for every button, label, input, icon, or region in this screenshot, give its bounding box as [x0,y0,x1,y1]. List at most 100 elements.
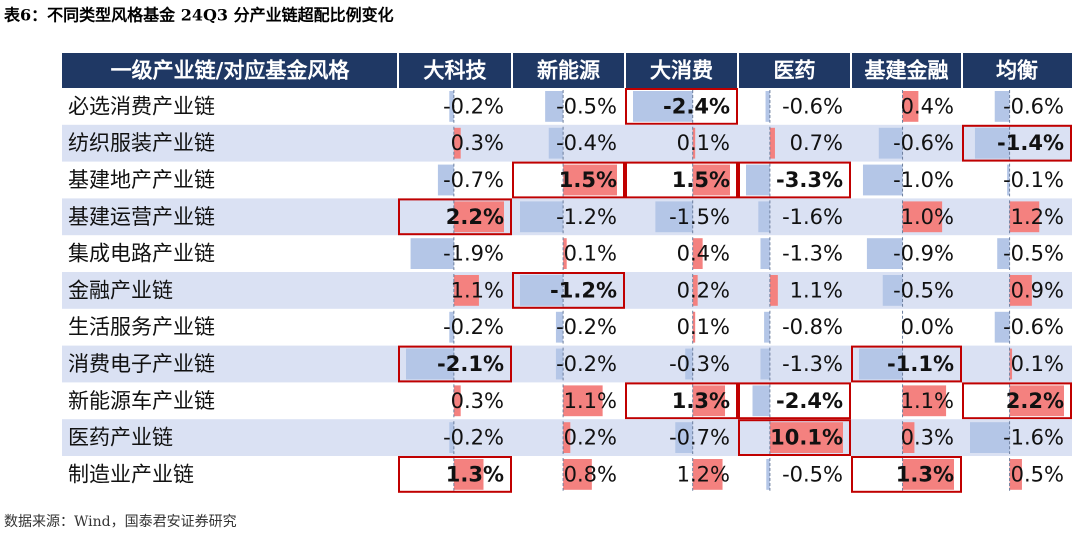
cell-value: 1.5% [672,168,730,192]
cell-value: 0.9% [1011,278,1064,302]
cell-value: -1.6% [782,205,843,229]
cell-value: -1.5% [669,205,730,229]
cell-value: -2.4% [663,94,730,118]
cell-value: 0.1% [677,131,730,155]
cell-value: -1.4% [997,131,1064,155]
cell-value: -1.9% [443,242,504,266]
data-bar [994,91,1010,122]
data-bar [878,127,903,159]
cell-value: -0.2% [443,94,504,118]
cell-value: -0.5% [893,278,954,302]
cell-value: -0.2% [556,352,617,376]
highlight-box [962,124,1072,162]
table-title: 表6：不同类型风格基金 24Q3 分产业链超配比例变化 [3,6,394,25]
cell-value: 0.2% [564,426,617,450]
row-label: 制造业产业链 [68,462,194,486]
highlight-box [512,272,625,309]
data-bar [563,385,603,417]
row-label: 生活服务产业链 [68,315,215,339]
data-bar [406,348,454,380]
cell-value: 2.2% [446,205,504,229]
row-band [62,345,1072,383]
cell-value: 10.1% [770,426,843,450]
highlight-box [625,88,738,125]
data-bar [692,459,723,490]
data-bar [902,459,954,490]
data-bar [692,275,698,306]
cell-value: 0.3% [451,131,504,155]
cell-value: -0.5% [1003,242,1064,266]
cell-value: 1.0% [901,205,954,229]
cell-value: -0.1% [1003,168,1064,192]
cell-value: 0.4% [901,94,954,118]
data-bar [1009,275,1032,306]
data-bar [449,422,454,453]
cell-value: -0.4% [556,131,617,155]
source-note: 数据来源：Wind，国泰君安证券研究 [4,514,237,530]
cell-value: -0.7% [443,168,504,192]
data-bar [692,385,726,417]
highlight-box [851,456,962,493]
cell-value: -0.5% [782,462,843,486]
data-bar [692,311,696,343]
data-bar [548,127,564,159]
row-label: 新能源车产业链 [68,389,215,413]
cell-value: 0.3% [451,389,504,413]
header-cell: 大消费 [650,59,713,83]
highlight-box [738,382,851,420]
header-cell: 基建金融 [865,59,949,83]
cell-value: 0.7% [790,131,843,155]
cell-value: -3.3% [776,168,843,192]
data-bar [760,348,770,380]
data-bar [453,127,461,159]
data-bar [970,422,1010,453]
cell-value: -0.2% [443,315,504,339]
cell-value: 1.5% [559,168,617,192]
highlight-box [738,161,851,199]
data-bar [453,385,461,417]
cell-value: -1.1% [887,352,954,376]
cell-value: 1.2% [677,462,730,486]
header-bg [62,53,1072,88]
data-bar [859,348,903,380]
data-bar [453,459,484,490]
cell-value: 0.5% [1011,462,1064,486]
data-bar [633,91,693,122]
data-bar [1009,348,1013,380]
data-bar [675,422,693,453]
data-bar [769,127,775,159]
data-bar [453,201,504,233]
row-band [62,272,1072,309]
data-bar [974,127,1010,159]
data-bar [769,275,778,306]
header-cell: 新能源 [537,59,600,83]
cell-value: -1.2% [550,278,617,302]
data-bar [563,422,571,453]
cell-value: 1.1% [451,278,504,302]
row-label: 集成电路产业链 [68,242,215,266]
data-bar [769,422,843,453]
data-bar [1009,385,1064,417]
data-bar [760,238,770,269]
cell-value: 1.2% [1011,205,1064,229]
highlight-box [625,382,738,420]
cell-value: 1.3% [672,389,730,413]
row-label: 基建运营产业链 [68,205,215,229]
header-cell: 一级产业链/对应基金风格 [111,59,351,83]
row-label: 纺织服装产业链 [68,131,215,155]
cell-value: -1.6% [1003,426,1064,450]
cell-value: -1.3% [782,352,843,376]
data-bar [692,164,730,196]
data-bar [746,164,770,196]
data-bar [555,311,564,343]
cell-value: 0.8% [564,462,617,486]
cell-value: -1.3% [782,242,843,266]
data-bar [410,238,454,269]
data-bar [1009,459,1022,490]
highlight-box [398,456,512,493]
cell-value: -2.4% [776,389,843,413]
cell-value: -0.2% [443,426,504,450]
data-bar [1009,201,1040,233]
data-bar [994,311,1010,343]
